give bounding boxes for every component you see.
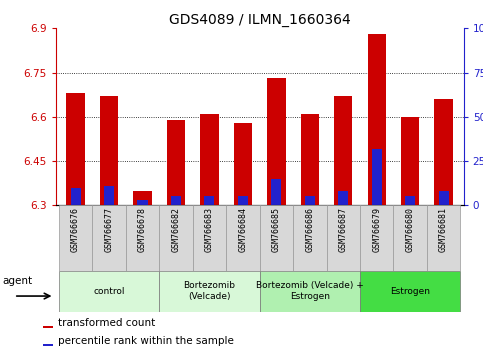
Bar <box>300 114 319 205</box>
Bar <box>67 93 85 205</box>
Bar <box>427 205 460 271</box>
Bar <box>338 191 348 205</box>
Text: percentile rank within the sample: percentile rank within the sample <box>58 336 234 346</box>
Text: GSM766682: GSM766682 <box>171 207 181 252</box>
Bar <box>92 205 126 271</box>
Bar <box>100 96 118 205</box>
Bar <box>434 99 453 205</box>
Bar <box>59 205 92 271</box>
Bar <box>200 114 219 205</box>
Bar <box>71 188 81 205</box>
Bar <box>260 205 293 271</box>
Text: GSM766676: GSM766676 <box>71 207 80 252</box>
Bar <box>43 326 54 328</box>
Bar <box>167 120 185 205</box>
Bar <box>204 196 214 205</box>
Bar <box>234 123 252 205</box>
Text: GSM766683: GSM766683 <box>205 207 214 252</box>
Bar <box>138 200 148 205</box>
Text: GSM766678: GSM766678 <box>138 207 147 252</box>
Bar <box>226 205 260 271</box>
Bar <box>193 205 226 271</box>
Bar <box>43 344 54 346</box>
Bar <box>360 271 460 312</box>
Bar <box>159 205 193 271</box>
Bar <box>260 271 360 312</box>
Text: control: control <box>93 287 125 296</box>
Bar <box>305 196 315 205</box>
Bar <box>171 196 181 205</box>
Bar <box>405 196 415 205</box>
Bar <box>368 34 386 205</box>
Bar <box>126 205 159 271</box>
Bar <box>360 205 394 271</box>
Text: GSM766687: GSM766687 <box>339 207 348 252</box>
Bar <box>159 271 260 312</box>
Text: GSM766679: GSM766679 <box>372 207 381 252</box>
Text: GSM766684: GSM766684 <box>239 207 247 252</box>
Bar <box>238 196 248 205</box>
Bar <box>59 271 159 312</box>
Bar <box>439 191 449 205</box>
Bar <box>401 117 419 205</box>
Text: GSM766677: GSM766677 <box>105 207 114 252</box>
Bar <box>371 149 382 205</box>
Text: GSM766681: GSM766681 <box>439 207 448 252</box>
Bar <box>267 79 285 205</box>
Text: Estrogen: Estrogen <box>390 287 430 296</box>
Text: transformed count: transformed count <box>58 318 156 328</box>
Text: GSM766685: GSM766685 <box>272 207 281 252</box>
Text: agent: agent <box>3 276 33 286</box>
Text: GSM766680: GSM766680 <box>406 207 414 252</box>
Text: Bortezomib (Velcade) +
Estrogen: Bortezomib (Velcade) + Estrogen <box>256 281 364 301</box>
Title: GDS4089 / ILMN_1660364: GDS4089 / ILMN_1660364 <box>169 13 351 27</box>
Bar <box>133 190 152 205</box>
Bar <box>394 205 427 271</box>
Text: Bortezomib
(Velcade): Bortezomib (Velcade) <box>184 281 235 301</box>
Bar <box>293 205 327 271</box>
Text: GSM766686: GSM766686 <box>305 207 314 252</box>
Bar <box>104 186 114 205</box>
Bar <box>334 96 353 205</box>
Bar <box>271 179 282 205</box>
Bar <box>327 205 360 271</box>
